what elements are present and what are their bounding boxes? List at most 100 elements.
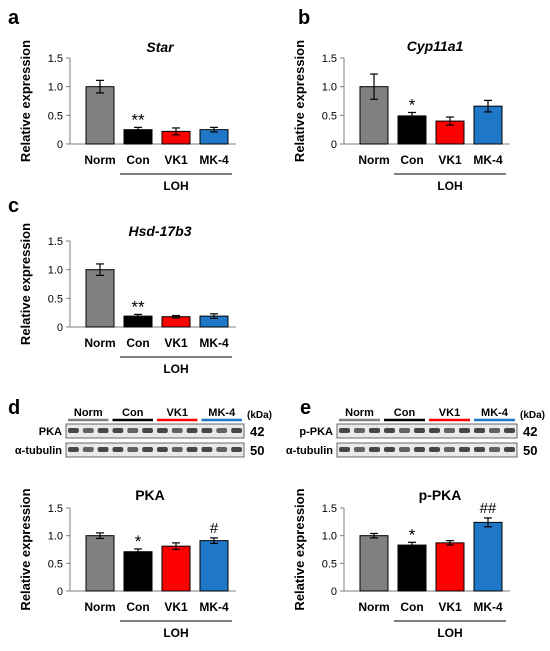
significance-mark: ** — [131, 297, 145, 316]
x-tick-label: Con — [126, 600, 149, 614]
blot-band — [171, 428, 183, 433]
blot-band — [444, 428, 455, 433]
blot-protein-label: α-tubulin — [15, 445, 62, 457]
bar-norm — [85, 535, 115, 592]
blot-band — [216, 428, 228, 433]
chart-title: Star — [146, 39, 175, 55]
blot-kda-value: 50 — [250, 443, 264, 458]
y-axis-label: Relative expression — [18, 40, 33, 162]
y-tick-label: 1.0 — [322, 82, 337, 94]
blot-protein-label: p-PKA — [299, 426, 333, 438]
blot-kda-value: 42 — [523, 424, 537, 439]
blot-band — [414, 428, 425, 433]
significance-mark: * — [135, 532, 142, 551]
blot-group-label: VK1 — [439, 407, 460, 419]
y-tick-label: 1.0 — [48, 265, 63, 277]
group-label: LOH — [163, 362, 188, 376]
bar-con — [397, 115, 427, 145]
y-tick-label: 0.5 — [48, 110, 63, 122]
y-tick-label: 1.5 — [322, 503, 337, 515]
y-tick-label: 1.5 — [322, 53, 337, 65]
blot-band — [97, 447, 109, 452]
chart-panel-0: a Star Relative expression 0 0.5 1.0 1.5 Norm **… — [8, 7, 236, 193]
blot-band — [369, 428, 380, 433]
bar-vk1 — [161, 545, 191, 592]
blot-band — [504, 447, 515, 452]
kda-header: (kDa) — [247, 410, 272, 421]
blot-band — [142, 428, 153, 433]
y-axis-label: Relative expression — [292, 488, 307, 610]
x-tick-label: MK-4 — [199, 600, 229, 614]
blot-band — [339, 428, 350, 433]
blot-protein-label: PKA — [39, 426, 62, 438]
blot-protein-label: α-tubulin — [286, 445, 333, 457]
blot-panel-e: e Norm Con VK1 MK-4 (kDa) p-PKA 42 α-tubulin 50 — [286, 397, 545, 458]
blot-panel-d: d Norm Con VK1 MK-4 (kDa) PKA 42 α-tubulin 50 — [8, 397, 272, 458]
x-tick-label: VK1 — [438, 600, 462, 614]
y-axis-label: Relative expression — [18, 223, 33, 345]
blot-band — [369, 447, 380, 452]
y-tick-label: 0 — [57, 139, 63, 151]
blot-band — [444, 447, 455, 452]
blot-band — [112, 447, 124, 452]
blot-band — [127, 428, 139, 433]
significance-mark: * — [409, 525, 416, 544]
blot-band — [68, 428, 79, 433]
blot-band — [112, 428, 124, 433]
group-label: LOH — [163, 626, 188, 640]
x-tick-label: MK-4 — [473, 153, 503, 167]
x-tick-label: Norm — [358, 153, 389, 167]
x-tick-label: Norm — [84, 153, 115, 167]
y-tick-label: 0 — [57, 322, 63, 334]
blot-band — [384, 447, 395, 452]
y-tick-label: 0.5 — [322, 558, 337, 570]
blot-band — [414, 447, 425, 452]
y-tick-label: 1.5 — [48, 503, 63, 515]
chart-panel-2: c Hsd-17b3 Relative expression 0 0.5 1.0 1.5 No… — [8, 195, 236, 376]
blot-band — [157, 447, 168, 452]
blot-band — [68, 447, 79, 452]
panel-label: d — [8, 397, 20, 419]
chart-panel-3: PKA Relative expression 0 0.5 1.0 1.5 Norm * Con… — [18, 487, 236, 640]
blot-band — [201, 428, 213, 433]
bar-mk-4 — [199, 540, 229, 592]
x-tick-label: Norm — [84, 600, 115, 614]
x-tick-label: Con — [400, 600, 423, 614]
blot-group-label: Con — [394, 407, 416, 419]
group-label: LOH — [437, 179, 462, 193]
x-tick-label: MK-4 — [199, 336, 229, 350]
blot-kda-value: 50 — [523, 443, 537, 458]
bar-norm — [359, 535, 389, 592]
y-tick-label: 1.0 — [322, 531, 337, 543]
blot-band — [429, 428, 440, 433]
blot-band — [216, 447, 228, 452]
blot-group-label: Con — [122, 407, 144, 419]
blot-band — [97, 428, 109, 433]
y-tick-label: 0.5 — [48, 293, 63, 305]
blot-band — [231, 447, 242, 452]
blot-band — [186, 428, 198, 433]
x-tick-label: Norm — [358, 600, 389, 614]
group-label: LOH — [163, 179, 188, 193]
y-tick-label: 0 — [57, 586, 63, 598]
blot-membrane — [65, 442, 245, 458]
blot-band — [186, 447, 198, 452]
blot-band — [399, 428, 410, 433]
y-tick-label: 1.0 — [48, 531, 63, 543]
bar-norm — [85, 86, 115, 145]
significance-mark: * — [409, 95, 416, 114]
bar-vk1 — [435, 542, 465, 592]
y-tick-label: 0.5 — [48, 558, 63, 570]
blot-group-label: MK-4 — [481, 407, 509, 419]
x-tick-label: VK1 — [164, 600, 188, 614]
blot-band — [459, 428, 470, 433]
y-tick-label: 0 — [331, 139, 337, 151]
significance-mark: # — [210, 520, 219, 537]
blot-kda-value: 42 — [250, 424, 264, 439]
blot-band — [399, 447, 410, 452]
y-axis-label: Relative expression — [292, 40, 307, 162]
y-tick-label: 1.5 — [48, 236, 63, 248]
bar-norm — [85, 269, 115, 328]
